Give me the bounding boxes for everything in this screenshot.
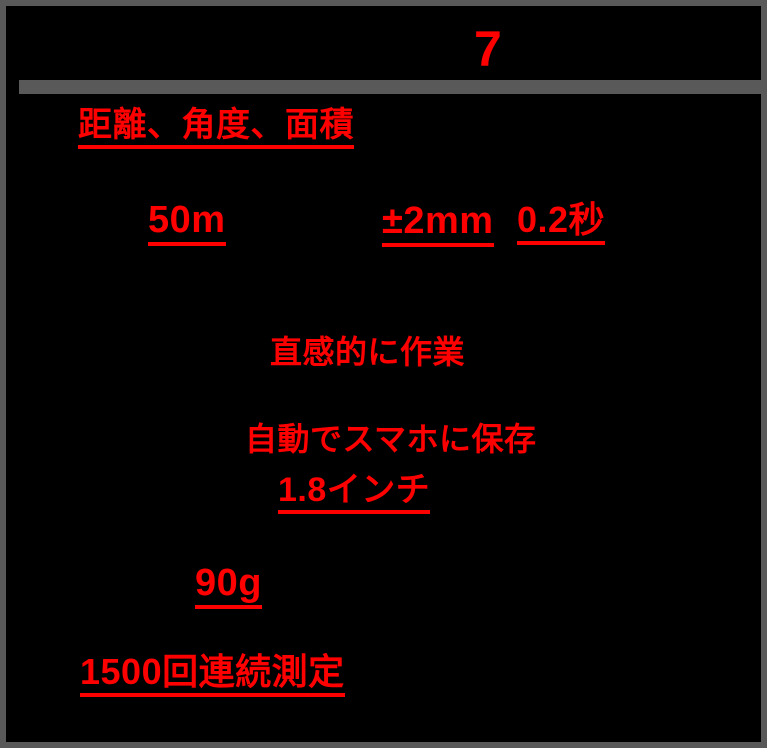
- title-divider-bar: [19, 80, 761, 94]
- spec-weight: 90g: [195, 564, 262, 609]
- feature-intuitive-work: 直感的に作業: [270, 334, 466, 370]
- spec-measure-types: 距離、角度、面積: [78, 108, 354, 149]
- slide-page-number: 7: [474, 21, 503, 77]
- spec-battery-capacity: 1500回連続測定: [80, 654, 345, 697]
- feature-auto-save: 自動でスマホに保存: [245, 421, 537, 457]
- spec-measure-speed: 0.2秒: [517, 202, 606, 245]
- spec-max-range: 50m: [148, 201, 226, 246]
- spec-display-size: 1.8インチ: [278, 473, 431, 514]
- spec-accuracy: ±2mm: [382, 202, 494, 247]
